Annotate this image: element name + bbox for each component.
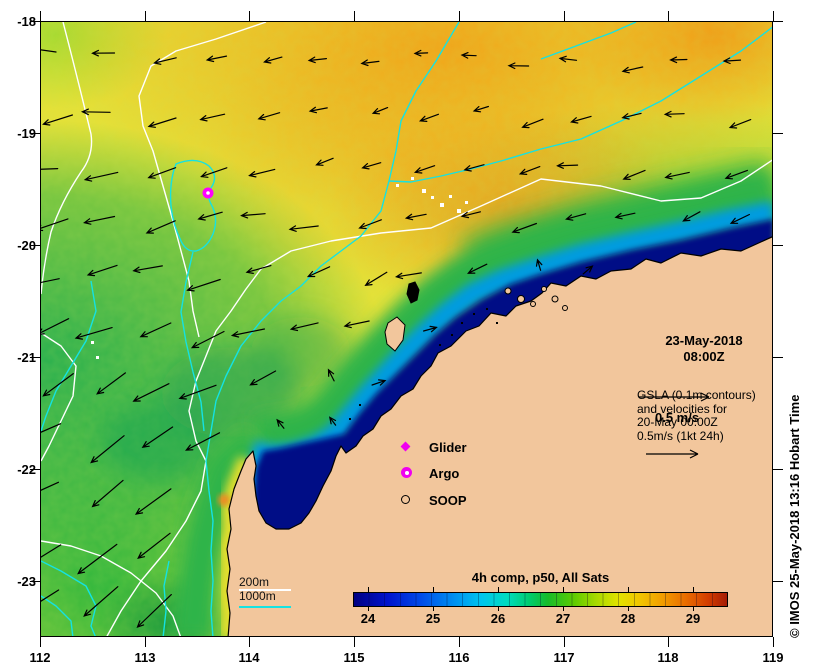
velocity-scale-arrows [639,392,710,459]
colorbar-tick-label: 28 [620,611,636,626]
map-canvas[interactable] [40,21,773,637]
contours-white [41,22,772,636]
colorbar-tick-label: 27 [555,611,571,626]
legend-label-argo: Argo [429,466,460,481]
depth-contour-legend: 200m 1000m [239,575,276,603]
x-axis-label: 117 [553,650,575,665]
x-axis-tick [773,637,774,647]
datetime-date: 23-May-2018 [665,333,743,348]
x-axis-tick-top [668,11,669,21]
y-axis-tick-right [773,21,783,22]
colorbar-tick [563,587,564,592]
x-axis-tick-top [459,11,460,21]
y-axis-tick [30,245,40,246]
datetime-time: 08:00Z [683,349,725,364]
y-axis-tick [30,581,40,582]
colorbar-tick-label: 24 [360,611,376,626]
x-axis-tick [668,637,669,647]
x-axis-tick-top [773,11,774,21]
y-axis-label: -19 [17,126,36,141]
x-axis-label: 118 [657,650,679,665]
y-axis-tick [30,357,40,358]
x-axis-tick-top [145,11,146,21]
x-axis-tick-top [354,11,355,21]
velocity-scale-label: 0.5 m/s [655,410,700,425]
x-axis-label: 113 [134,650,156,665]
y-axis-label: -18 [17,14,36,29]
x-axis-tick [145,637,146,647]
islands [384,281,568,352]
colorbar-title: 4h comp, p50, All Sats [471,570,610,585]
x-axis-label: 115 [343,650,365,665]
colorbar-tick-label: 25 [425,611,441,626]
x-axis-label: 116 [448,650,470,665]
colorbar-tick [563,606,564,611]
legend-label-glider: Glider [429,440,467,455]
colorbar-tick [368,606,369,611]
colorbar-tick-label: 26 [490,611,506,626]
x-axis-label: 119 [762,650,784,665]
y-axis-tick [30,469,40,470]
depth-200m-label: 200m [239,575,270,589]
coastal-rock-specks [349,308,498,420]
y-axis-label: -20 [17,238,36,253]
colorbar-tick [693,587,694,592]
velocity-vectors [41,49,752,628]
x-axis-tick [249,637,250,647]
colorbar-tick [628,606,629,611]
y-axis-label: -23 [17,574,36,589]
x-axis-tick [564,637,565,647]
colorbar-tick [433,587,434,592]
cape-west-green-band [173,428,271,636]
y-axis-tick [30,133,40,134]
gsla-info-line: 20-May 00:00Z [637,415,718,429]
colorbar-tick [368,587,369,592]
legend-label-soop: SOOP [429,493,467,508]
soop-circle-icon [401,495,410,504]
cloud-speckles [91,177,468,359]
x-axis-tick [459,637,460,647]
colorbar-tick [498,587,499,592]
colorbar-tick [628,587,629,592]
colorbar-tick [498,606,499,611]
contours-cyan [41,22,772,636]
depth-legend-lines [239,589,291,608]
x-axis-tick [354,637,355,647]
colorbar [353,592,728,607]
land-mainland [226,236,772,636]
gsla-info-line: GSLA (0.1m contours) [637,388,756,402]
x-axis-label: 114 [238,650,260,665]
y-axis-tick-right [773,357,783,358]
x-axis-tick-top [249,11,250,21]
y-axis-tick-right [773,133,783,134]
y-axis-label: -22 [17,462,36,477]
y-axis-tick-right [773,469,783,470]
warm-patch [218,494,230,506]
argo-map-marker[interactable] [202,187,214,199]
colorbar-tick-label: 29 [685,611,701,626]
map-graphics [41,22,772,636]
depth-1000m-label: 1000m [239,589,276,603]
x-axis-label: 112 [29,650,51,665]
y-axis-tick-right [773,245,783,246]
gsla-info-line: and velocities for [637,401,728,416]
argo-circle-icon [401,467,412,478]
y-axis-tick-right [773,581,783,582]
y-axis-label: -21 [17,350,36,365]
x-axis-tick-top [564,11,565,21]
colorbar-tick [433,606,434,611]
gsla-info-annotation: GSLA (0.1m contours) and velocities for … [637,388,756,443]
datetime-annotation: 23-May-2018 08:00Z [633,333,775,365]
colorbar-tick [693,606,694,611]
gsla-info-line: 0.5m/s (1kt 24h) [637,428,724,443]
shelf-green-band [254,170,772,471]
imos-credit-text: © IMOS 25-May-2018 13:16 Hobart Time [787,394,802,638]
y-axis-tick [30,21,40,22]
x-axis-tick-top [40,11,41,21]
x-axis-tick [40,637,41,647]
